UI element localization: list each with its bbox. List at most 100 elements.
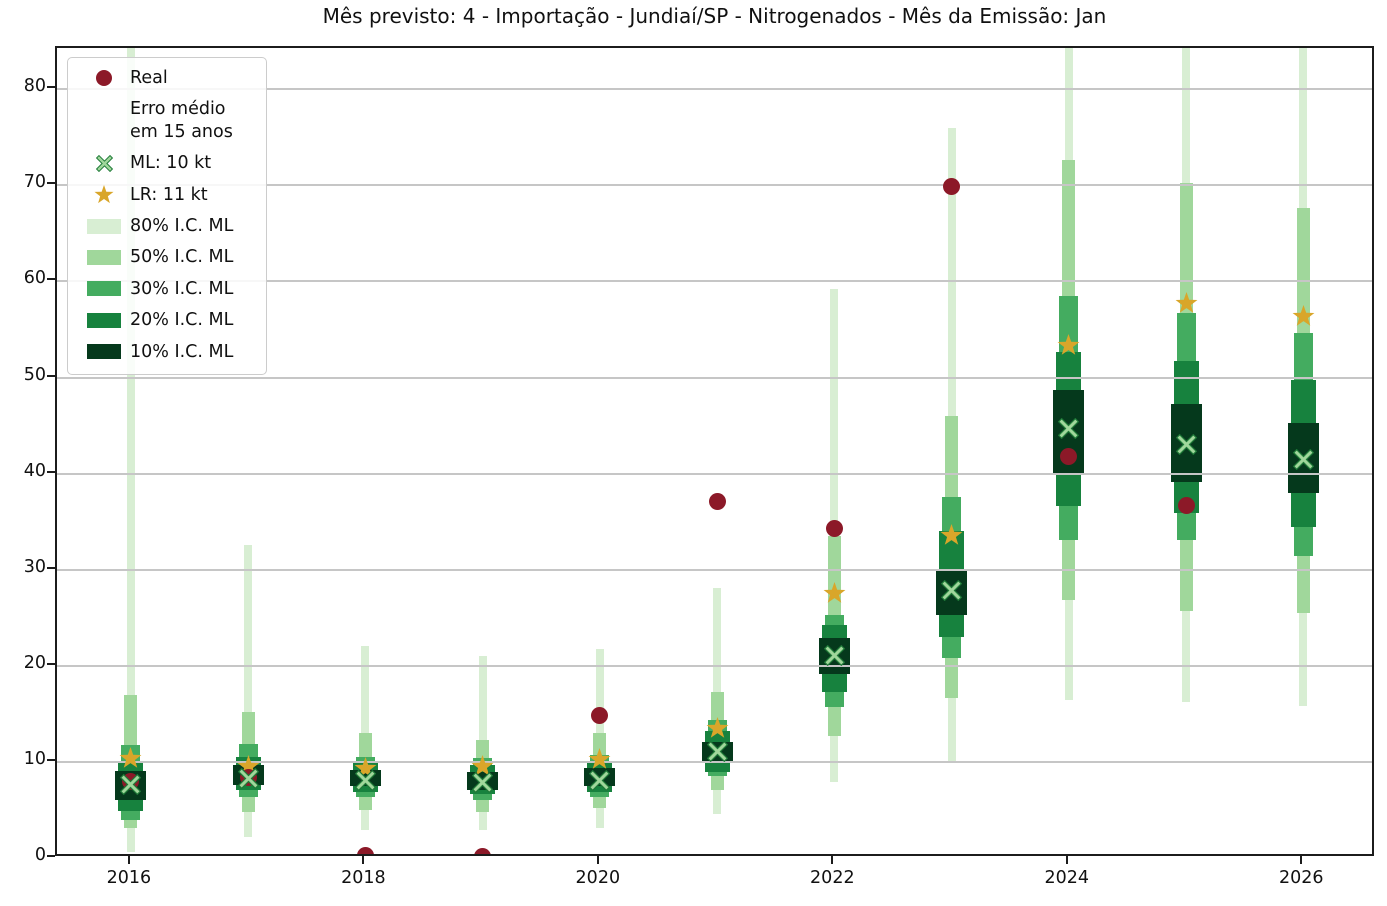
legend-label-line: em 15 anos (130, 121, 233, 142)
xtick-2022 (831, 856, 834, 864)
lr-marker-2024 (1057, 334, 1080, 357)
legend-label-line: 10% I.C. ML (130, 341, 234, 362)
legend-circle-icon (78, 70, 130, 87)
lr-marker-2019 (471, 755, 494, 778)
real-marker-2024 (1060, 447, 1078, 465)
legend: Real Erro médio em 15 anos ML: 10 kt LR: 11 … (67, 57, 267, 375)
ytick-70 (47, 182, 55, 185)
legend-patch-swatch (87, 312, 121, 328)
lr-marker-2018 (354, 757, 377, 780)
ytick-label-70: 70 (23, 172, 46, 193)
xtick-label-2018: 2018 (341, 868, 386, 888)
xtick-label-2016: 2016 (106, 868, 152, 888)
legend-label-line: 30% I.C. ML (130, 278, 234, 299)
legend-item-label: 80% I.C. ML (130, 215, 233, 237)
ci-band-80-2017 (244, 544, 253, 837)
real-marker-2020 (591, 707, 609, 725)
ml-marker-2023 (940, 580, 963, 602)
ml-marker-2016 (120, 773, 142, 795)
legend-item-3: LR: 11 kt (78, 184, 256, 206)
ml-marker-2025 (1175, 434, 1197, 456)
lr-marker-2022 (823, 582, 846, 605)
ytick-40 (47, 470, 55, 473)
legend-item-6: 30% I.C. ML (78, 278, 256, 300)
legend-item-label: 10% I.C. ML (130, 341, 233, 363)
legend-star-icon (78, 184, 130, 205)
legend-item-4: 80% I.C. ML (78, 215, 256, 237)
legend-item-1: Erro médio em 15 anos (78, 98, 256, 143)
legend-label-line: ML: 10 kt (130, 153, 212, 174)
plot-area (55, 46, 1374, 856)
xtick-label-2020: 2020 (575, 868, 621, 888)
lr-marker-2020 (588, 748, 611, 771)
lr-marker-2021 (706, 716, 729, 740)
legend-item-7: 20% I.C. ML (78, 309, 256, 331)
legend-item-0: Real (78, 67, 256, 89)
ytick-label-20: 20 (23, 652, 46, 673)
ytick-label-30: 30 (23, 556, 46, 577)
ytick-label-40: 40 (23, 460, 46, 481)
ytick-80 (47, 86, 55, 89)
legend-item-5: 50% I.C. ML (78, 246, 256, 268)
ml-marker-2017 (237, 767, 259, 789)
ml-marker-2020 (589, 769, 611, 791)
xtick-2020 (596, 856, 599, 864)
legend-label-line: Real (130, 68, 168, 88)
legend-patch-icon (78, 218, 130, 234)
ytick-label-0: 0 (34, 845, 46, 865)
ytick-10 (47, 758, 55, 761)
real-marker-2023 (943, 177, 961, 195)
gridline-y-80 (57, 88, 1372, 91)
ytick-label-50: 50 (23, 364, 46, 385)
real-marker-2021 (708, 493, 726, 511)
legend-patch-icon (78, 344, 130, 360)
legend-patch-icon (78, 281, 130, 297)
lr-marker-2025 (1175, 292, 1198, 315)
ytick-0 (47, 855, 55, 857)
ml-marker-2018 (354, 769, 377, 791)
lr-marker-2016 (119, 746, 142, 770)
xtick-2024 (1065, 856, 1068, 864)
gridline-y-30 (57, 568, 1372, 571)
ml-marker-2022 (823, 644, 845, 666)
legend-patch-swatch (87, 281, 121, 297)
legend-patch-swatch (87, 218, 121, 234)
legend-item-label: LR: 11 kt (130, 184, 208, 206)
legend-item-label: Erro médio em 15 anos (130, 98, 233, 143)
legend-item-label: 30% I.C. ML (130, 278, 233, 300)
xtick-2026 (1300, 856, 1303, 864)
gridline-y-40 (57, 472, 1372, 475)
gridline-y-20 (57, 664, 1372, 667)
gridline-y-50 (57, 376, 1372, 379)
lr-marker-2017 (237, 755, 260, 778)
ci-band-80-2016 (126, 48, 135, 853)
ytick-30 (47, 566, 55, 569)
xtick-label-2024: 2024 (1044, 868, 1090, 888)
real-legend-dot (96, 70, 112, 87)
xtick-2016 (127, 856, 130, 864)
legend-label-line: 50% I.C. ML (130, 247, 234, 268)
ytick-label-10: 10 (23, 748, 46, 769)
xtick-2018 (362, 856, 365, 864)
legend-patch-swatch (87, 344, 121, 360)
real-marker-2019 (474, 847, 492, 854)
legend-patch-swatch (87, 250, 121, 266)
legend-item-label: Real (130, 67, 168, 89)
gridline-y-60 (57, 280, 1372, 283)
gridline-y-10 (57, 760, 1372, 763)
real-marker-2022 (825, 519, 843, 537)
legend-label-line: LR: 11 kt (130, 184, 208, 205)
legend-item-label: ML: 10 kt (130, 152, 211, 174)
real-marker-2025 (1177, 496, 1195, 514)
ml-marker-2024 (1058, 417, 1080, 440)
gridline-y-70 (57, 184, 1372, 187)
legend-label-line: 20% I.C. ML (130, 310, 234, 331)
ml-marker-2026 (1292, 448, 1314, 470)
legend-item-label: 50% I.C. ML (130, 246, 233, 268)
legend-x-icon (78, 154, 130, 172)
ytick-50 (47, 374, 55, 377)
real-marker-2018 (356, 846, 374, 854)
legend-item-8: 10% I.C. ML (78, 341, 256, 363)
legend-label-line: 80% I.C. ML (130, 215, 234, 236)
